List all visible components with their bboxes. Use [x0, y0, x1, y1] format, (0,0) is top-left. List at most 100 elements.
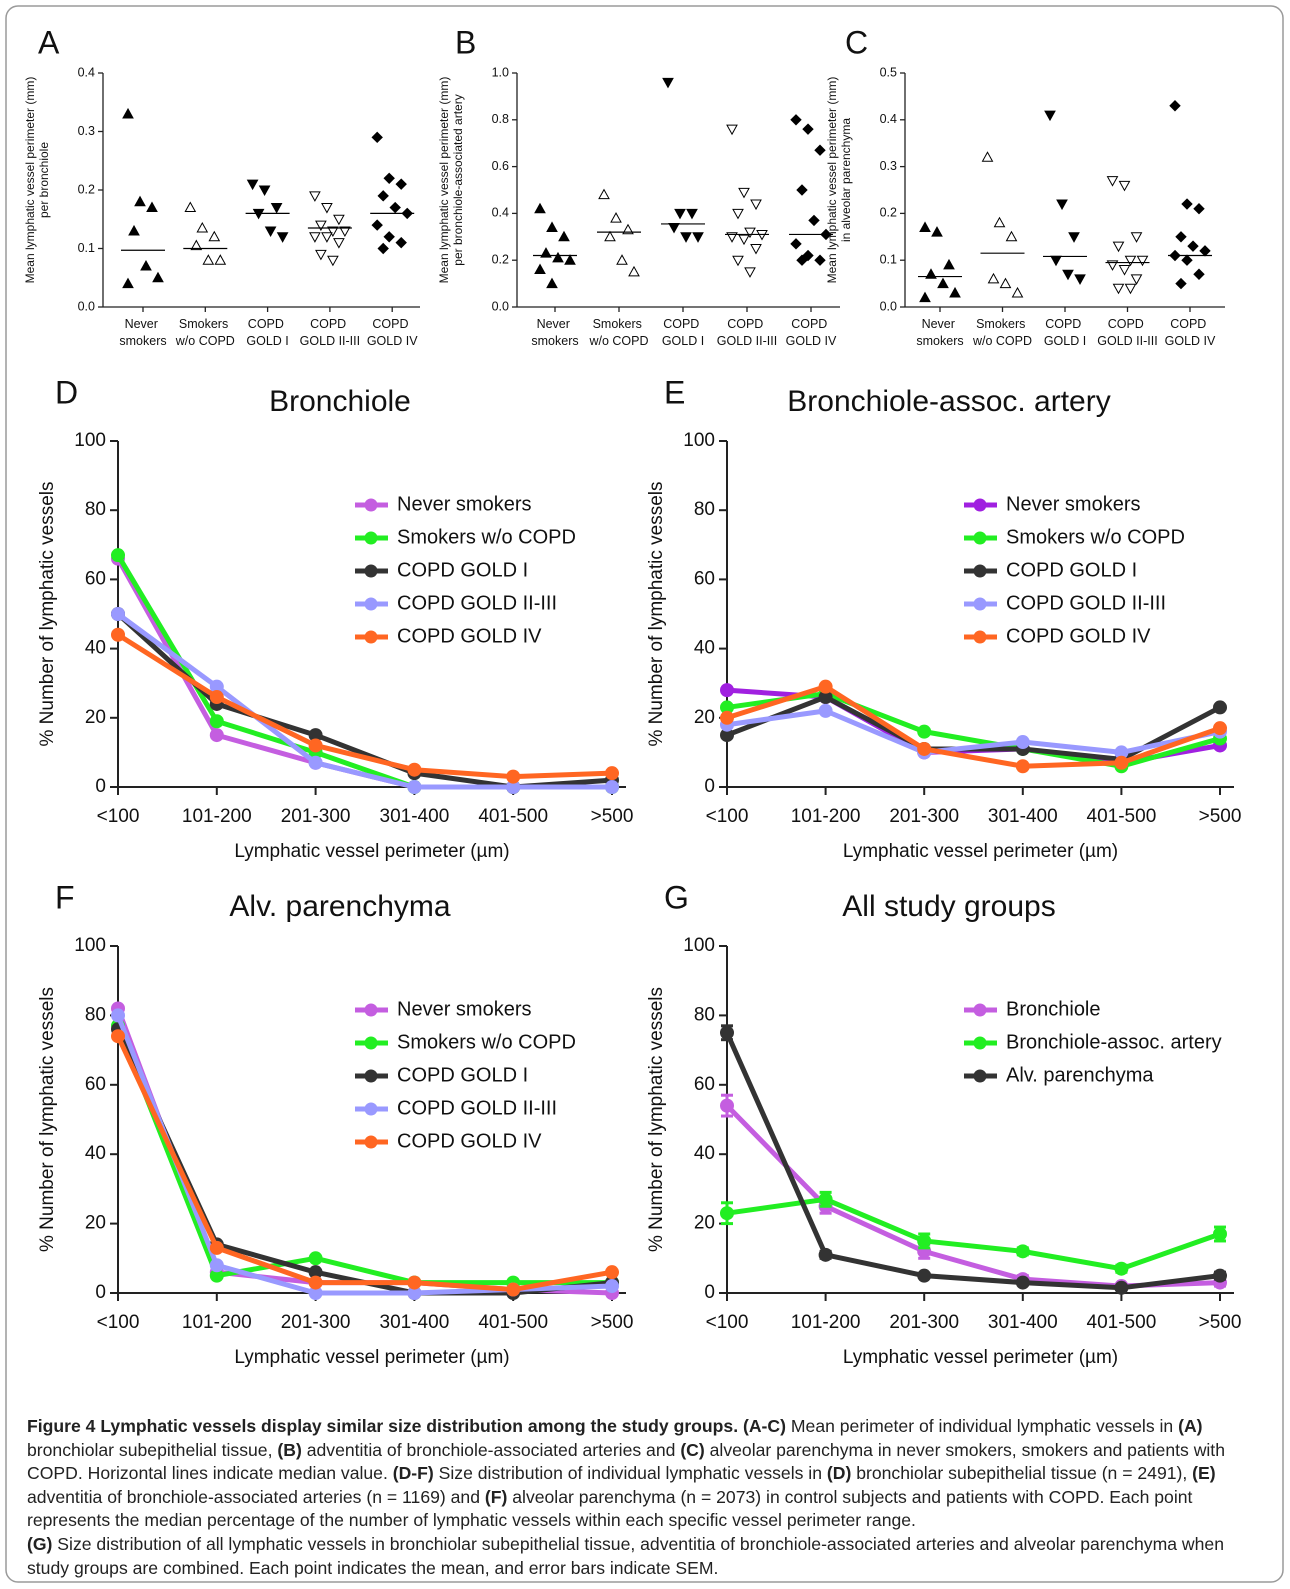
data-point	[662, 77, 674, 89]
legend-label: Never smokers	[397, 493, 531, 515]
data-point	[605, 1279, 619, 1294]
data-point	[732, 208, 744, 220]
data-point	[534, 263, 546, 275]
data-point	[605, 1265, 619, 1280]
data-point	[308, 1251, 323, 1266]
legend-label: Smokers w/o COPD	[397, 1031, 576, 1053]
y-tick-label: 0.0	[880, 299, 897, 313]
x-tick-label: 301-400	[380, 1312, 450, 1333]
legend-label: COPD GOLD II-III	[1006, 592, 1166, 614]
x-tick-label: 101-200	[182, 806, 252, 827]
panel-label: C	[845, 24, 868, 60]
data-point	[209, 1258, 224, 1273]
data-point	[308, 755, 323, 770]
data-point	[122, 277, 134, 289]
legend-marker	[364, 597, 378, 611]
data-point	[309, 232, 321, 243]
caption-text: bronchiolar subepithelial tissue (n = 24…	[851, 1463, 1193, 1484]
legend-label: Bronchiole	[1006, 998, 1101, 1020]
data-point	[732, 255, 744, 267]
data-point	[184, 201, 197, 213]
x-tick-label: >500	[1199, 1312, 1242, 1333]
x-tick-label: 401-500	[1087, 1312, 1157, 1333]
y-axis-label: % Number of lymphatic vessels	[37, 481, 58, 746]
x-axis-label: Lymphatic vessel perimeter (µm)	[843, 1347, 1118, 1368]
caption-bold: (F)	[484, 1486, 508, 1507]
x-tick-label: 301-400	[380, 806, 450, 827]
x-tick-label: COPD GOLD I	[662, 317, 704, 348]
data-point	[750, 199, 762, 211]
x-tick-label: COPD GOLD IV	[367, 317, 418, 348]
x-tick-label: >500	[591, 806, 634, 827]
data-point	[814, 254, 826, 266]
legend-marker	[973, 1069, 987, 1083]
data-point	[377, 190, 389, 202]
x-tick-label: <100	[706, 806, 749, 827]
data-point	[202, 254, 215, 265]
chart-title: Bronchiole-assoc. artery	[787, 385, 1110, 418]
y-axis-label: per bronchiole	[37, 142, 51, 218]
data-point	[389, 201, 401, 214]
data-point	[1015, 1275, 1030, 1290]
legend-label: COPD GOLD II-III	[397, 1097, 557, 1119]
data-point	[605, 780, 619, 794]
data-point	[246, 179, 259, 191]
legend-label: COPD GOLD IV	[1006, 625, 1151, 647]
data-point	[1175, 231, 1187, 243]
legend-marker	[973, 531, 987, 545]
chart-title: Alv. parenchyma	[229, 890, 451, 923]
caption-text: alveolar parenchyma in never smokers, sm…	[27, 1439, 1230, 1484]
data-point	[371, 131, 383, 144]
series-line	[115, 1035, 613, 1293]
data-point	[333, 214, 345, 226]
y-tick-label: 40	[694, 638, 715, 659]
x-tick-label: >500	[591, 1312, 634, 1333]
data-point	[327, 255, 339, 267]
data-point	[140, 260, 152, 271]
y-tick-label: 0.4	[78, 65, 95, 79]
x-tick-label: 301-400	[988, 1312, 1058, 1333]
data-point	[308, 728, 323, 743]
y-tick-label: 100	[74, 935, 106, 956]
legend-label: COPD GOLD I	[1006, 559, 1137, 581]
data-point	[1068, 232, 1080, 243]
y-axis-label: % Number of lymphatic vessels	[646, 987, 667, 1252]
x-tick-label: COPD GOLD II-III	[717, 317, 777, 348]
data-point	[146, 201, 158, 213]
data-point	[1044, 110, 1056, 122]
data-point	[1181, 254, 1193, 266]
legend-label: COPD GOLD I	[397, 1064, 528, 1086]
legend-label: Bronchiole-assoc. artery	[1006, 1031, 1222, 1053]
caption-bold: (G)	[27, 1533, 53, 1554]
data-point	[686, 208, 698, 220]
x-tick-label: <100	[97, 1312, 140, 1333]
data-point	[1213, 1227, 1227, 1242]
x-tick-label: COPD GOLD IV	[786, 317, 837, 348]
x-axis-label: Lymphatic vessel perimeter (µm)	[234, 1347, 509, 1368]
legend-label: COPD GOLD IV	[397, 625, 542, 647]
data-point	[309, 191, 321, 202]
data-point	[111, 1008, 125, 1023]
y-tick-label: 40	[694, 1143, 715, 1164]
legend-label: Never smokers	[1006, 493, 1140, 515]
caption-bold: (A-C)	[742, 1416, 786, 1436]
caption-text: adventitia of bronchiole-associated arte…	[27, 1463, 1221, 1507]
x-axis-label: Lymphatic vessel perimeter (µm)	[843, 841, 1118, 862]
y-tick-label: 0	[704, 1282, 715, 1303]
series-line	[726, 691, 1221, 769]
x-tick-label: 301-400	[988, 806, 1058, 827]
data-point	[610, 212, 622, 223]
data-point	[692, 232, 704, 243]
x-tick-label: <100	[706, 1312, 749, 1333]
chart-title: Bronchiole	[269, 385, 411, 418]
legend-marker	[973, 564, 987, 578]
series-line	[115, 1028, 613, 1296]
x-tick-label: 401-500	[1087, 806, 1157, 827]
data-point	[395, 178, 407, 190]
y-tick-label: 80	[694, 499, 715, 520]
panel-label: F	[55, 879, 75, 915]
data-point	[209, 714, 224, 729]
data-point	[1193, 203, 1205, 215]
y-tick-label: 0.3	[78, 124, 95, 138]
